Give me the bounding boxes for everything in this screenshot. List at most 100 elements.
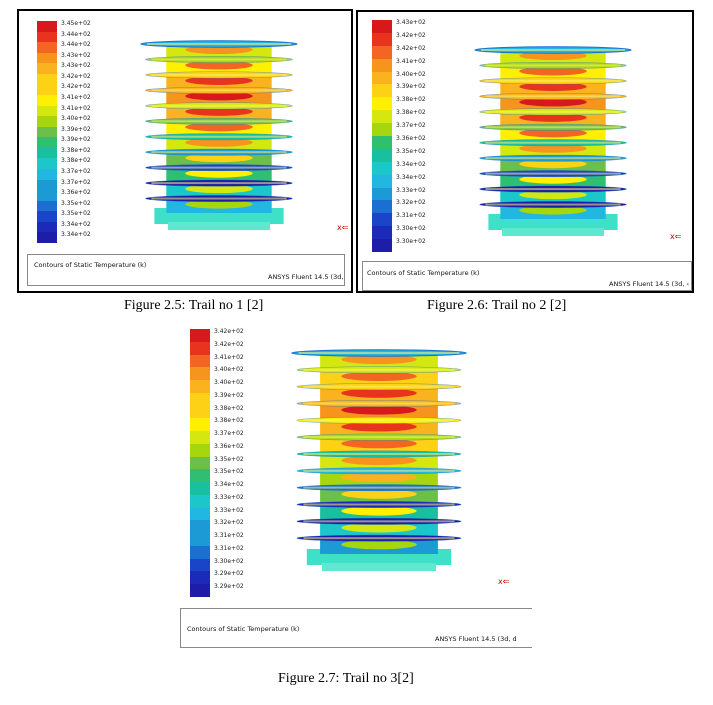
colorbar-swatch	[372, 161, 392, 176]
fin-highlight	[151, 58, 287, 61]
core-hotspot	[185, 169, 253, 178]
colorbar-swatch	[190, 443, 210, 458]
figure-caption: Figure 2.6: Trail no 2 [2]	[427, 298, 567, 313]
contour-title: Contours of Static Temperature (k)	[367, 269, 480, 277]
colorbar-tick-label: 3.38e+02	[396, 96, 426, 104]
colorbar-swatch	[190, 533, 210, 547]
colorbar-swatch	[37, 31, 57, 43]
colorbar-swatch	[37, 84, 57, 96]
colorbar-tick-label: 3.32e+02	[396, 199, 426, 207]
colorbar-swatch	[37, 137, 57, 149]
colorbar-tick-label: 3.36e+02	[61, 189, 91, 197]
colorbar-swatch	[190, 418, 210, 432]
software-label: ANSYS Fluent 14.5 (3d,	[268, 273, 344, 281]
plot-footer: Contours of Static Temperature (k) ANSYS…	[27, 254, 345, 286]
colorbar-tick-label: 3.39e+02	[61, 136, 91, 144]
colorbar-tick-label: 3.35e+02	[214, 455, 244, 463]
colorbar-swatch	[37, 105, 57, 117]
core-hotspot	[519, 66, 587, 76]
colorbar-tick-label: 3.34e+02	[396, 160, 426, 168]
colorbar-swatch	[37, 158, 57, 170]
core-hotspot	[341, 438, 417, 449]
colorbar-swatch	[372, 45, 392, 60]
colorbar-tick-label: 3.31e+02	[214, 532, 244, 540]
colorbar-tick-label: 3.39e+02	[214, 391, 244, 399]
colorbar-swatch	[37, 42, 57, 54]
colorbar-swatch	[190, 456, 210, 470]
colorbar-swatch	[372, 32, 392, 47]
axis-triad-icon: x⇐	[670, 232, 682, 241]
cylinder-base-foot	[322, 563, 436, 571]
colorbar-legend: 3.45e+02 3.44e+02 3.44e+02 3.43e+02 3.43e+02…	[37, 20, 107, 244]
colorbar-tick-label: 3.32e+02	[214, 519, 244, 527]
colorbar-swatch	[372, 136, 392, 150]
colorbar-tick-label: 3.40e+02	[61, 115, 91, 123]
colorbar-tick-label: 3.42e+02	[61, 72, 91, 80]
fin-highlight	[151, 120, 287, 123]
colorbar-tick-label: 3.43e+02	[61, 51, 91, 59]
core-hotspot	[341, 455, 417, 466]
colorbar-swatch	[37, 190, 57, 202]
colorbar-tick-label: 3.37e+02	[214, 430, 244, 438]
temperature-contour-plot	[474, 46, 632, 236]
colorbar-swatch	[37, 52, 57, 64]
fin-highlight	[303, 537, 455, 540]
figure-caption: Figure 2.5: Trail no 1 [2]	[124, 298, 264, 313]
core-hotspot	[185, 91, 253, 101]
axis-triad-icon: x⇐	[337, 223, 349, 232]
colorbar-tick-label: 3.31e+02	[396, 212, 426, 220]
fin-highlight	[147, 43, 291, 45]
colorbar-legend: 3.43e+02 3.42e+02 3.42e+02 3.41e+02 3.40e+02…	[372, 19, 442, 253]
colorbar-tick-label: 3.41e+02	[61, 104, 91, 112]
colorbar-tick-label: 3.41e+02	[61, 94, 91, 101]
fin-highlight	[303, 486, 455, 489]
colorbar-tick-label: 3.40e+02	[214, 379, 244, 387]
core-hotspot	[341, 489, 417, 499]
fin-highlight	[303, 469, 455, 472]
core-hotspot	[519, 82, 587, 91]
colorbar-swatch	[37, 116, 57, 128]
axis-triad-icon: x⇐	[498, 577, 510, 586]
colorbar-swatch	[372, 213, 392, 227]
core-hotspot	[341, 539, 417, 550]
fin-highlight	[481, 49, 625, 51]
colorbar-tick-label: 3.30e+02	[396, 238, 426, 246]
fin-highlight	[303, 385, 455, 388]
colorbar-tick-label: 3.29e+02	[214, 583, 244, 591]
colorbar-tick-label: 3.34e+02	[61, 220, 91, 228]
colorbar-tick-label: 3.36e+02	[214, 442, 244, 450]
colorbar-tick-label: 3.30e+02	[214, 557, 244, 565]
figure-caption: Figure 2.7: Trail no 3[2]	[278, 671, 414, 686]
software-label: ANSYS Fluent 14.5 (3d, d	[435, 635, 517, 643]
colorbar-swatch	[372, 148, 392, 163]
colorbar-tick-label: 3.42e+02	[396, 44, 426, 52]
temperature-contour-plot	[291, 349, 467, 571]
colorbar-tick-label: 3.44e+02	[61, 30, 91, 38]
colorbar-swatch	[190, 482, 210, 496]
fin-highlight	[485, 172, 621, 175]
colorbar-swatch	[372, 84, 392, 98]
colorbar-swatch	[372, 71, 392, 85]
core-hotspot	[185, 138, 253, 147]
colorbar-swatch	[37, 73, 57, 85]
colorbar-swatch	[37, 147, 57, 159]
core-hotspot	[519, 175, 587, 184]
fin-highlight	[485, 126, 621, 129]
colorbar-swatch	[372, 58, 392, 73]
fin-highlight	[485, 141, 621, 144]
cylinder-base-foot	[502, 228, 604, 236]
colorbar-swatch	[190, 558, 210, 572]
colorbar-tick-label: 3.39e+02	[396, 83, 426, 91]
colorbar-swatch	[190, 354, 210, 368]
colorbar-swatch	[372, 123, 392, 137]
fin-highlight	[303, 402, 455, 405]
colorbar-tick-label: 3.41e+02	[396, 57, 426, 65]
colorbar-swatch	[190, 584, 210, 598]
colorbar-tick-label: 3.37e+02	[396, 122, 426, 130]
core-hotspot	[185, 199, 253, 209]
fin-highlight	[151, 197, 287, 200]
colorbar-tick-label: 3.42e+02	[396, 31, 426, 39]
colorbar-swatch	[372, 174, 392, 189]
colorbar-tick-label: 3.34e+02	[396, 173, 426, 181]
colorbar-swatch	[190, 341, 210, 355]
